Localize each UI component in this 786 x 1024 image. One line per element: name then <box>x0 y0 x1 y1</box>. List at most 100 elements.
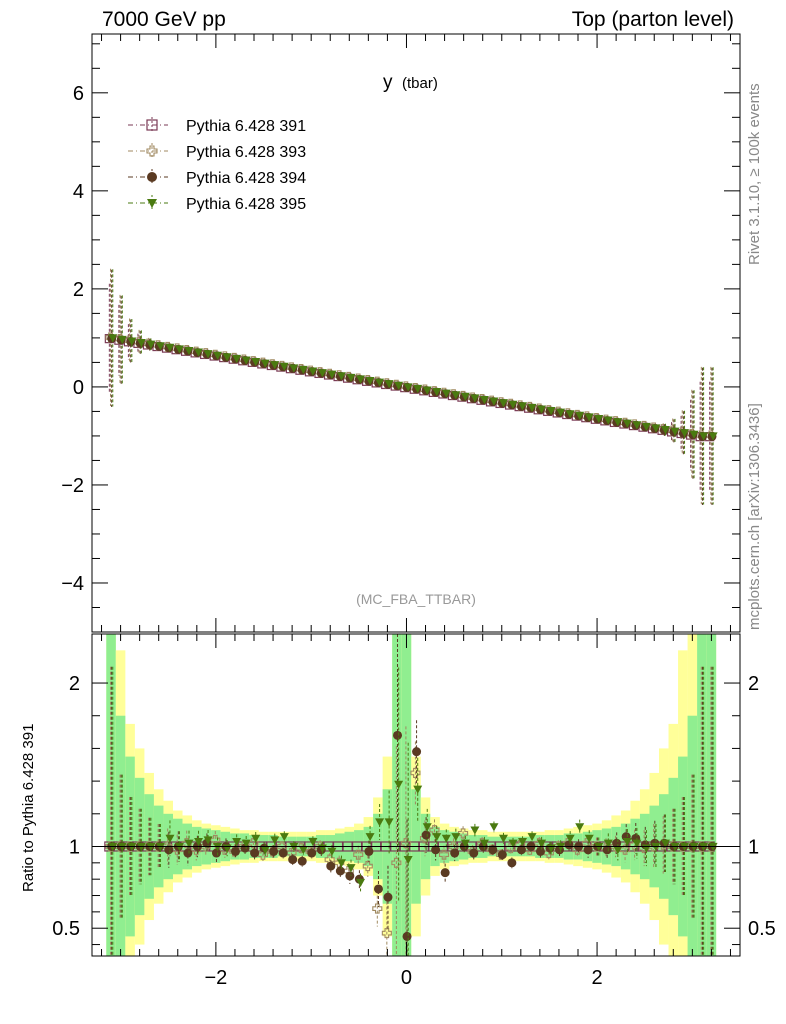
main-point <box>327 370 337 379</box>
main-point <box>603 416 613 425</box>
ratio-point <box>575 823 585 832</box>
main-point <box>203 350 213 359</box>
ratio-point <box>279 833 289 842</box>
ratio-point <box>164 845 174 855</box>
main-plot-frame <box>91 33 741 633</box>
ratio-point <box>346 864 356 873</box>
ratio-point <box>251 834 261 843</box>
legend-label: Pythia 6.428 395 <box>186 196 306 213</box>
ratio-plot-frame <box>91 633 741 957</box>
main-point <box>298 365 308 375</box>
ratio-point <box>438 849 450 860</box>
main-y-tick-label: 4 <box>73 181 84 203</box>
main-point <box>632 421 642 430</box>
ratio-point <box>278 848 288 858</box>
main-point <box>146 340 156 349</box>
ratio-point <box>250 848 260 858</box>
ratio-y-tick-label-right: 1 <box>748 836 759 858</box>
ratio-point <box>488 845 498 855</box>
main-point <box>260 359 270 368</box>
main-y-tick-label: 2 <box>73 279 84 301</box>
ratio-point <box>297 856 307 866</box>
ratio-point <box>269 846 279 856</box>
ratio-point <box>507 858 517 868</box>
x-tick-label: 2 <box>591 967 602 989</box>
ratio-point <box>372 903 383 914</box>
ratio-point <box>165 834 175 843</box>
main-point <box>651 424 661 433</box>
legend-label: Pythia 6.428 394 <box>186 170 306 187</box>
main-y-tick-label: −2 <box>61 475 84 497</box>
ratio-point <box>375 818 385 827</box>
ratio-point <box>603 839 613 848</box>
green-band-bin <box>106 634 116 956</box>
main-point <box>470 394 480 403</box>
main-point <box>680 429 690 438</box>
ratio-point <box>391 857 402 868</box>
main-point <box>498 399 508 408</box>
main-point <box>413 384 423 393</box>
ratio-point <box>441 834 451 843</box>
main-point <box>699 432 709 441</box>
main-point <box>251 358 261 367</box>
ratio-point <box>451 833 461 842</box>
ratio-point <box>260 846 270 855</box>
main-point <box>660 426 670 435</box>
main-point <box>279 362 289 371</box>
green-band-bin <box>706 634 717 956</box>
main-point <box>403 383 413 392</box>
ratio-point <box>384 818 394 827</box>
main-y-tick-label: 0 <box>73 377 84 399</box>
ratio-point <box>489 823 499 832</box>
main-point <box>127 337 137 346</box>
main-point <box>241 356 251 365</box>
ratio-point <box>564 840 574 850</box>
green-band-bin <box>687 715 698 956</box>
ratio-y-tick-label-left: 1 <box>69 836 80 858</box>
main-point <box>213 351 223 360</box>
ratio-point <box>497 850 507 860</box>
ratio-point <box>527 833 537 842</box>
main-point <box>394 381 404 390</box>
ratio-point <box>184 839 194 848</box>
main-point <box>356 375 366 384</box>
green-band-bin <box>401 634 412 956</box>
main-point <box>613 418 623 427</box>
ratio-point <box>565 834 575 843</box>
ratio-point <box>412 747 422 757</box>
ratio-point <box>537 839 547 848</box>
ratio-point <box>240 843 250 853</box>
ratio-point <box>308 837 318 847</box>
ratio-y-tick-label-right: 2 <box>748 673 759 695</box>
ratio-point <box>622 837 632 847</box>
ratio-point <box>410 767 421 778</box>
main-point <box>232 354 242 363</box>
main-point <box>432 388 442 397</box>
main-point <box>518 402 528 411</box>
ratio-point <box>298 846 308 855</box>
ratio-point <box>194 837 204 847</box>
main-point <box>365 376 375 386</box>
green-band-bin <box>392 634 402 956</box>
main-point <box>584 413 594 422</box>
main-point <box>346 373 356 382</box>
ratio-y-tick-label-left: 2 <box>69 673 80 695</box>
main-point <box>165 343 175 352</box>
legend-marker <box>146 145 158 157</box>
main-point <box>708 432 718 441</box>
ratio-point <box>498 834 508 843</box>
main-point <box>317 369 327 378</box>
plot-subtitle: (tbar) <box>402 75 438 92</box>
green-band-bin <box>697 634 707 956</box>
ratio-point <box>394 780 404 789</box>
main-point <box>174 345 184 354</box>
ratio-point <box>602 845 612 855</box>
ratio-point <box>431 845 441 855</box>
main-point <box>460 392 470 401</box>
ratio-point <box>432 833 442 842</box>
main-point <box>375 378 385 387</box>
ratio-point <box>356 878 366 887</box>
ratio-point <box>232 837 242 847</box>
ratio-y-tick-label-right: 0.5 <box>748 918 776 940</box>
ratio-point <box>479 839 489 848</box>
